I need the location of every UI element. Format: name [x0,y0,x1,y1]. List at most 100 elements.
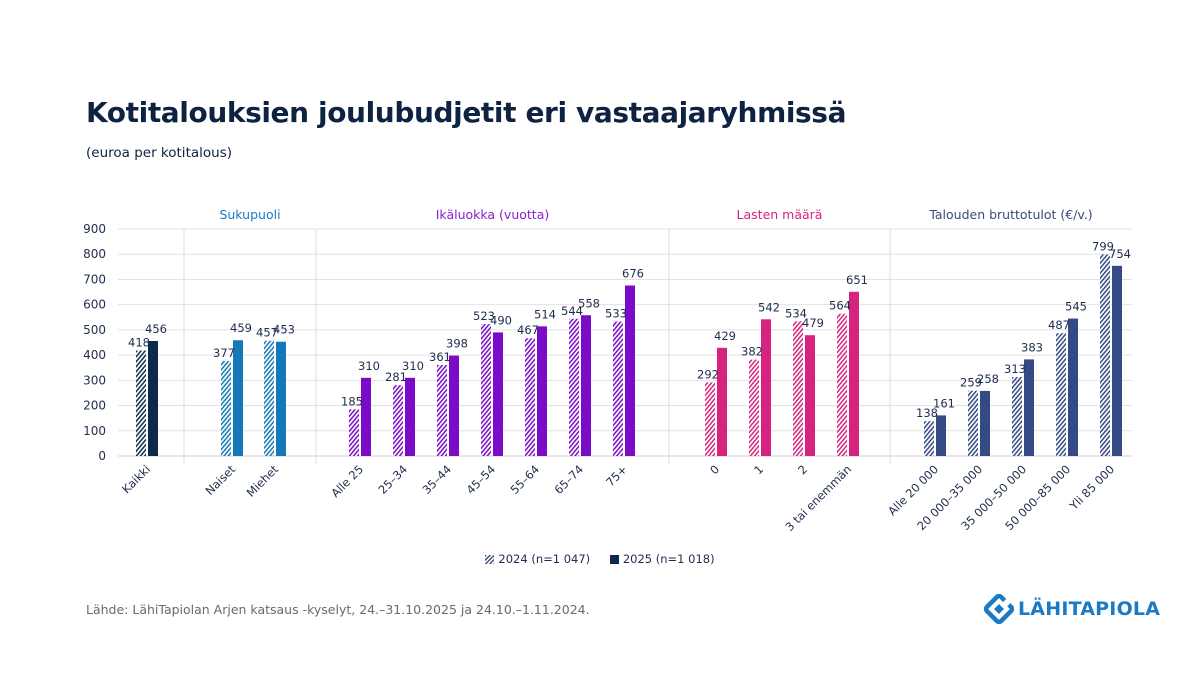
y-tick-label: 600 [83,298,106,312]
bar-2025 [805,335,815,456]
bar-2025 [405,377,415,456]
source-note: Lähde: LähiTapiolan Arjen katsaus -kysel… [86,602,590,617]
category-label: 3 tai enemmän [782,462,854,534]
bar-2024 [968,390,978,456]
data-label-2025: 258 [977,372,999,386]
data-label-2024: 361 [429,350,451,364]
bar-2024 [1100,254,1110,456]
data-label-2025: 558 [578,296,600,310]
data-label-2024: 467 [517,323,539,337]
data-label-2024: 523 [473,309,495,323]
bar-2025 [717,347,727,456]
category-label: Yli 85 000 [1066,462,1117,513]
page-title: Kotitalouksien joulubudjetit eri vastaaj… [86,96,847,129]
bar-2025 [1024,359,1034,456]
y-tick-label: 200 [83,399,106,413]
data-label-2025: 429 [714,329,736,343]
data-label-2024: 418 [128,336,150,350]
bar-2024 [793,321,803,456]
group-header: Lasten määrä [737,207,823,222]
category-label: 2 [795,462,810,477]
category-label: 55–64 [507,462,542,497]
y-tick-label: 0 [98,449,106,463]
category-label: 35–44 [419,462,454,497]
data-label-2025: 490 [490,313,512,327]
data-label-2025: 479 [802,316,824,330]
category-label: 45–54 [463,462,498,497]
bar-2024 [924,421,934,456]
data-label-2024: 799 [1092,239,1114,253]
data-label-2025: 459 [230,321,252,335]
y-tick-label: 700 [83,272,106,286]
data-label-2025: 161 [933,396,955,410]
data-label-2024: 281 [385,370,407,384]
category-label: 75+ [603,462,630,489]
data-label-2025: 310 [402,359,424,373]
data-label-2025: 398 [446,337,468,351]
bar-2024 [837,313,847,456]
bar-2024 [264,340,274,456]
data-label-2025: 383 [1021,340,1043,354]
lahitapiola-logo: LÄHITAPIOLA [984,594,1160,624]
bar-2025 [361,377,371,456]
group-header: Talouden bruttotulot (€/v.) [928,207,1092,222]
data-label-2025: 514 [534,307,556,321]
lahitapiola-logo-icon [984,594,1014,624]
bar-2024 [437,364,447,456]
bar-2025 [849,291,859,456]
category-label: Naiset [202,462,238,498]
data-label-2024: 382 [741,345,763,359]
bar-2024 [221,360,231,456]
bar-2024 [705,382,715,456]
data-label-2025: 542 [758,300,780,314]
y-tick-label: 300 [83,373,106,387]
legend-label-2025: 2025 (n=1 018) [622,552,715,566]
bar-2024 [393,385,403,456]
data-label-2024: 377 [213,346,235,360]
bar-2025 [936,415,946,456]
category-label: 65–74 [551,462,586,497]
bar-2024 [349,409,359,456]
y-tick-label: 400 [83,348,106,362]
hatched-swatch-icon [485,555,495,564]
category-label: Alle 25 [328,462,366,500]
data-label-2024: 292 [697,367,719,381]
data-label-2024: 544 [561,304,583,318]
bar-2025 [148,340,158,456]
chart-legend: 2024 (n=1 047) 2025 (n=1 018) [0,552,1200,566]
bar-2024 [481,324,491,456]
bar-2024 [525,338,535,456]
bar-2024 [1056,333,1066,456]
data-label-2025: 754 [1109,247,1131,261]
data-label-2024: 533 [605,307,627,321]
bar-2025 [449,355,459,456]
solid-swatch-icon [609,555,619,564]
data-label-2025: 545 [1065,300,1087,314]
legend-item-2025: 2025 (n=1 018) [609,552,715,566]
data-label-2025: 676 [622,266,644,280]
data-label-2024: 457 [256,326,278,340]
bar-2025 [581,315,591,456]
bar-2025 [1112,265,1122,456]
data-label-2024: 564 [829,299,851,313]
bar-2024 [1012,377,1022,456]
bar-2024 [136,350,146,456]
category-label: 1 [751,462,766,477]
bar-2025 [537,326,547,456]
bar-2024 [613,321,623,456]
group-header: Ikäluokka (vuotta) [436,207,549,222]
category-label: 0 [707,462,722,477]
y-tick-label: 500 [83,323,106,337]
data-label-2024: 138 [916,406,938,420]
bar-2025 [233,340,243,456]
legend-label-2024: 2024 (n=1 047) [498,552,591,566]
bar-2024 [749,359,759,456]
y-tick-label: 900 [83,222,106,236]
bar-2025 [761,319,771,456]
data-label-2024: 487 [1048,318,1070,332]
logo-text: LÄHITAPIOLA [1018,598,1161,620]
bar-2024 [569,318,579,456]
data-label-2025: 453 [273,323,295,337]
y-tick-label: 800 [83,247,106,261]
